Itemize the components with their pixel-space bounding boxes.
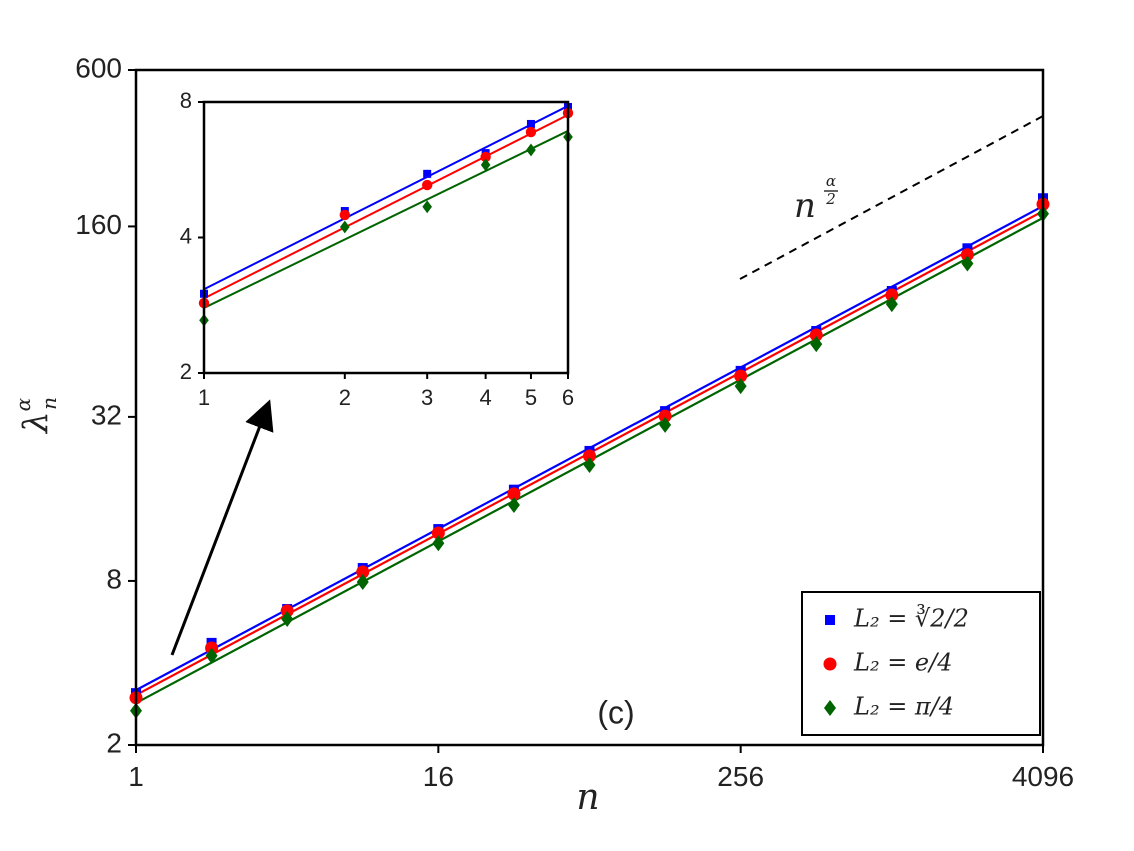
marker-circle (339, 209, 351, 221)
y-tick-label: 32 (91, 399, 122, 430)
y-label-base: λ (16, 411, 56, 435)
legend-label: L₂ = ∛2/2 (853, 604, 969, 633)
plot-frame (134, 68, 1045, 747)
x-tick-label: 5 (525, 385, 537, 410)
marker-square (526, 119, 535, 128)
y-tick-label: 2 (106, 727, 122, 758)
x-tick-label: 16 (423, 761, 454, 792)
fit-line (203, 105, 569, 291)
marker-circle (480, 151, 491, 163)
marker-diamond (583, 457, 596, 474)
x-tick-label: 6 (562, 385, 574, 410)
marker-diamond (526, 143, 536, 157)
legend-box (801, 591, 1041, 736)
slope-exponent-numerator: α (826, 172, 836, 190)
reference-slope-line (739, 115, 1044, 280)
y-label-sup: α (11, 397, 35, 411)
fit-line (203, 113, 569, 300)
marker-diamond (205, 647, 218, 664)
marker-circle (809, 328, 823, 342)
slope-annotation: n (794, 186, 816, 226)
x-tick-label: 2 (339, 385, 351, 410)
legend-label: L₂ = e/4 (853, 649, 952, 677)
marker-diamond (961, 255, 974, 272)
marker-circle (525, 126, 537, 138)
marker-diamond (734, 378, 747, 395)
marker-square (423, 169, 432, 178)
marker-diamond (432, 535, 445, 552)
x-tick-label: 1 (128, 761, 144, 792)
marker-circle (960, 248, 974, 262)
x-tick-label: 4096 (1012, 761, 1074, 792)
marker-circle (356, 565, 370, 579)
marker-diamond (480, 158, 491, 172)
x-tick-label: 256 (717, 761, 764, 792)
y-axis-label: λα n (11, 397, 61, 435)
y-tick-label: 600 (75, 52, 122, 83)
y-label-sub: n (37, 397, 61, 410)
marker-diamond (885, 296, 898, 313)
x-tick-label: 1 (198, 385, 210, 410)
y-tick-label: 8 (106, 563, 122, 594)
inset-arrow (170, 399, 274, 656)
marker-diamond (422, 200, 432, 214)
marker-circle (507, 487, 521, 501)
marker-circle (734, 369, 748, 383)
legend-marker (823, 657, 837, 671)
marker-diamond (281, 610, 294, 627)
marker-diamond (356, 573, 369, 590)
marker-circle (583, 449, 596, 463)
x-axis-label: n (576, 777, 599, 818)
marker-diamond (659, 416, 672, 433)
x-tick-label: 3 (421, 385, 433, 410)
y-tick-label: 2 (180, 359, 192, 384)
y-tick-label: 160 (75, 209, 122, 240)
marker-circle (280, 604, 294, 618)
marker-diamond (810, 336, 823, 353)
marker-diamond (507, 496, 520, 513)
legend-marker (824, 700, 836, 716)
marker-circle (885, 288, 899, 302)
marker-circle (431, 526, 445, 540)
legend-marker (825, 615, 835, 625)
marker-circle (421, 179, 433, 191)
plot-frame (202, 100, 570, 375)
plot-background (204, 102, 568, 373)
y-tick-label: 8 (180, 88, 192, 113)
fit-line (203, 130, 569, 309)
legend-label: L₂ = π/4 (853, 693, 954, 721)
marker-diamond (340, 220, 350, 234)
x-tick-label: 4 (480, 385, 492, 410)
y-tick-label: 4 (180, 223, 192, 248)
marker-circle (658, 409, 672, 423)
slope-exponent-denominator: 2 (825, 190, 836, 208)
panel-label: (c) (597, 694, 634, 730)
